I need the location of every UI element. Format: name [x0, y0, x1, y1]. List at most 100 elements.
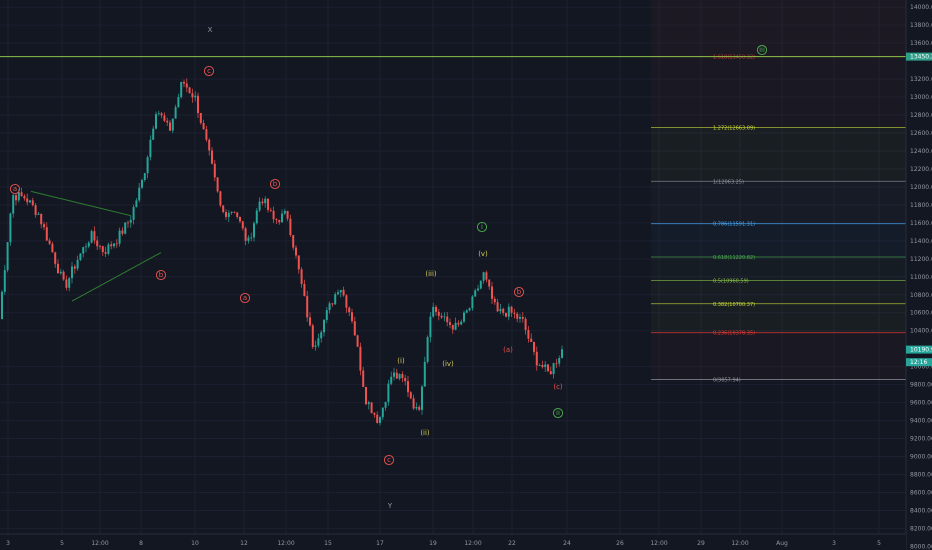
wave-label: b	[273, 180, 278, 188]
time-tick-label: 12:00	[91, 540, 108, 547]
wave-label: c	[207, 67, 211, 75]
candle-body	[26, 198, 29, 203]
candle-body	[334, 294, 337, 305]
wave-circle	[476, 221, 488, 233]
candle-body	[303, 283, 306, 297]
candle-body	[423, 361, 426, 387]
time-tick-label: 24	[563, 540, 571, 547]
price-tick-label: 12200.00	[910, 166, 932, 173]
time-tick-label: 19	[429, 540, 437, 547]
candle-body	[432, 306, 435, 317]
candle-body	[199, 113, 202, 124]
candle-body	[208, 139, 211, 151]
candle-body	[20, 192, 23, 196]
candle-body	[244, 228, 247, 241]
candle-body	[127, 222, 129, 224]
candle-body	[104, 252, 107, 254]
wave-label: b	[159, 271, 164, 279]
fib-retracement: 1.618(13450.32) 1.272(12663.09) 1(12063.25…	[651, 0, 906, 383]
candle-body	[54, 252, 57, 264]
candle-body	[85, 246, 87, 248]
price-tick-label: 12600.00	[910, 130, 932, 137]
price-tick-label: 10400.00	[910, 328, 932, 335]
fib-label: 1.272(12663.09)	[713, 125, 755, 131]
candle-body	[110, 244, 113, 247]
time-tick-label: 12:00	[277, 540, 294, 547]
candle-body	[283, 210, 286, 214]
time-tick-label: 12:00	[650, 540, 667, 547]
candle-body	[314, 345, 317, 347]
candle-body	[15, 195, 17, 201]
candle-body	[213, 163, 216, 178]
wave-circle	[239, 292, 251, 304]
wave-label: Y	[387, 502, 393, 510]
candle-body	[538, 365, 541, 366]
fib-zone	[651, 304, 906, 333]
candle-body	[211, 150, 213, 164]
candle-body	[482, 272, 485, 281]
price-tick-label: 10800.00	[910, 292, 932, 299]
candle-body	[401, 374, 404, 379]
candle-body	[272, 210, 275, 220]
candle-body	[367, 402, 370, 405]
candle-body	[370, 402, 373, 414]
candle-body	[362, 370, 365, 387]
wave-circle	[552, 407, 564, 419]
wave-label: iii	[759, 46, 765, 54]
candle-body	[48, 240, 51, 244]
candle-body	[387, 383, 390, 402]
candle-body	[171, 118, 174, 131]
candle-body	[197, 95, 199, 114]
candle-body	[468, 308, 471, 311]
candle-body	[409, 392, 412, 399]
candle-body	[267, 198, 269, 210]
candle-body	[101, 246, 104, 253]
price-tick-label: 8600.00	[910, 489, 932, 496]
candle-body	[169, 122, 171, 131]
candle-body	[337, 292, 339, 295]
candle-body	[317, 338, 320, 346]
candle-body	[62, 271, 65, 280]
candle-body	[393, 372, 395, 377]
candle-body	[121, 230, 124, 234]
candle-body	[516, 313, 519, 319]
candle-body	[152, 128, 155, 140]
candle-body	[143, 173, 146, 180]
candle-body	[157, 113, 160, 115]
candle-body	[342, 289, 345, 296]
candle-body	[45, 227, 48, 241]
wave-circle	[383, 454, 395, 466]
candle-body	[345, 295, 348, 308]
candle-body	[146, 157, 149, 174]
price-tag-label: 10190.99	[910, 347, 932, 354]
candle-body	[440, 315, 443, 318]
candle-body	[465, 310, 468, 313]
price-tick-label: 12000.00	[910, 184, 932, 191]
candle-body	[435, 306, 437, 312]
candle-body	[255, 210, 258, 224]
candle-body	[395, 372, 398, 379]
candle-body	[73, 266, 76, 269]
candle-body	[194, 95, 197, 98]
candle-body	[107, 244, 110, 254]
time-tick-label: 22	[508, 540, 516, 547]
candle-body	[250, 237, 253, 239]
candle-body	[510, 306, 513, 313]
price-tick-label: 9600.00	[910, 400, 932, 407]
candle-body	[339, 289, 342, 293]
candle-body	[331, 303, 334, 305]
candle-body	[59, 271, 62, 274]
price-tick-label: 13600.00	[910, 40, 932, 47]
candle-body	[544, 364, 547, 368]
candle-body	[412, 398, 415, 409]
time-tick-label: 3	[832, 540, 836, 547]
price-axis[interactable]: 14000.00 13800.00 13600.00 13200.00 13000.00…	[905, 0, 932, 550]
candle-body	[356, 335, 359, 347]
candle-body	[93, 231, 96, 241]
candle-body	[43, 224, 45, 228]
candle-body	[502, 308, 505, 313]
time-axis[interactable]: 3 5 12:00 8 10 12 12:00 15 17 19 12:00 22 24 26 12:00 2…	[0, 533, 906, 550]
price-tick-label: 9000.00	[910, 454, 932, 461]
